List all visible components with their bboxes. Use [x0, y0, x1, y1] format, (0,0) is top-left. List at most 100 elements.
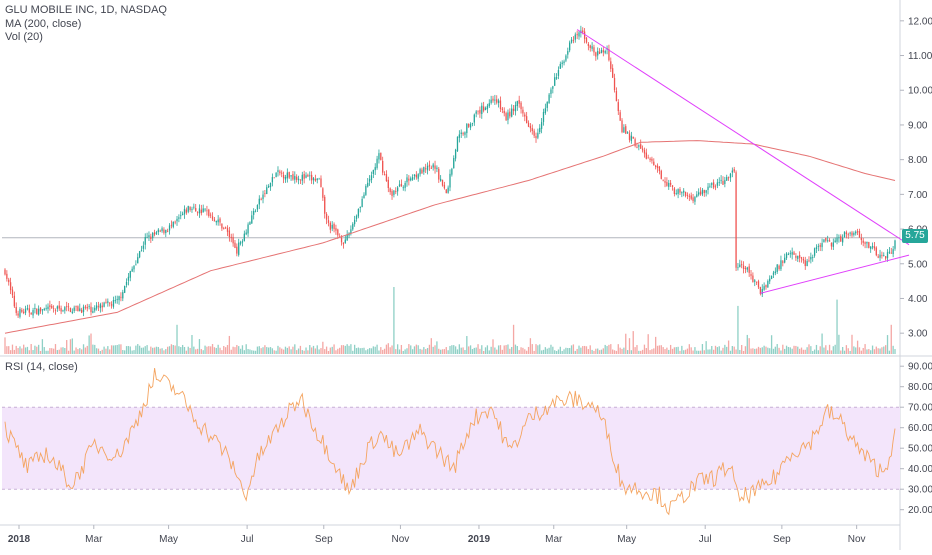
volume-bar [785, 345, 788, 354]
candle-body [67, 306, 70, 308]
volume-bar [253, 350, 255, 354]
candle-layer [4, 25, 896, 319]
volume-bar [711, 346, 713, 354]
volume-bar [840, 350, 842, 354]
candle-body [698, 192, 700, 195]
candle-body [168, 225, 171, 231]
candle-body [234, 242, 236, 248]
volume-bar [372, 346, 374, 354]
candle-body [488, 103, 490, 107]
volume-bar [825, 345, 827, 354]
volume-bar [423, 347, 425, 354]
candle-body [294, 176, 296, 180]
candle-body [692, 197, 694, 202]
volume-bar [583, 345, 586, 354]
candle-body [877, 256, 879, 258]
candle-body [656, 165, 659, 168]
candle-body [152, 232, 154, 239]
candle-body [589, 45, 591, 48]
candle-body [217, 219, 219, 223]
candle-body [333, 223, 335, 230]
candle-body [804, 260, 806, 267]
volume-bar [406, 348, 408, 354]
time-tick-label: 2019 [468, 534, 491, 545]
volume-bar [610, 344, 612, 354]
candle-body [683, 190, 685, 193]
volume-bar [582, 346, 584, 354]
candle-body [496, 99, 498, 103]
candle-body [458, 134, 461, 138]
volume-bar [159, 348, 161, 354]
volume-bar [153, 347, 156, 354]
volume-bar [780, 350, 782, 354]
volume-bar [576, 348, 578, 354]
volume-bar [118, 344, 120, 354]
volume-bar [630, 350, 633, 354]
volume-bar [759, 347, 762, 354]
volume-bar [310, 347, 313, 354]
candle-body [344, 239, 346, 243]
volume-bar [385, 344, 388, 354]
candle-body [404, 183, 406, 188]
candle-body [157, 229, 159, 233]
volume-bar [137, 344, 139, 354]
candle-body [526, 116, 528, 123]
volume-bar [591, 349, 593, 354]
candle-body [449, 173, 451, 188]
candle-body [77, 306, 79, 312]
candle-body [17, 313, 19, 316]
candle-body [43, 308, 45, 310]
candle-body [884, 256, 887, 259]
volume-bar [75, 347, 77, 354]
candle-body [36, 308, 38, 315]
candle-body [419, 169, 421, 175]
volume-bar [544, 347, 547, 354]
candle-body [793, 252, 795, 255]
volume-bar [58, 349, 60, 354]
candle-body [535, 136, 537, 139]
candle-body [219, 218, 221, 223]
candle-body [585, 37, 588, 43]
volume-bar [421, 349, 423, 354]
candle-body [729, 173, 732, 178]
candle-body [24, 308, 27, 313]
candle-body [32, 310, 34, 316]
candle-body [410, 178, 412, 181]
volume-bar [30, 344, 32, 354]
time-tick-label: Nov [848, 534, 866, 545]
candle-body [720, 179, 722, 181]
candle-body [359, 207, 361, 208]
candle-body [655, 165, 657, 167]
candle-body [712, 182, 715, 188]
volume-bar [737, 305, 739, 354]
candle-body [103, 302, 105, 307]
candle-body [559, 63, 561, 69]
candle-body [795, 255, 797, 258]
volume-bar [731, 345, 733, 354]
volume-bar [718, 346, 720, 354]
volume-bar [124, 350, 126, 354]
candle-body [750, 274, 752, 276]
volume-bar [393, 287, 395, 354]
volume-bar [883, 346, 885, 354]
volume-bar [238, 346, 240, 354]
candle-body [425, 168, 427, 170]
candle-body [567, 51, 569, 55]
candle-body [705, 190, 707, 193]
candle-body [755, 281, 758, 283]
volume-bar [262, 347, 264, 354]
candle-body [881, 255, 883, 257]
candle-body [574, 34, 576, 40]
candle-body [434, 165, 436, 169]
candle-body [649, 158, 651, 161]
candle-body [617, 102, 619, 112]
candle-body [892, 249, 894, 255]
volume-layer [4, 287, 896, 354]
candle-body [524, 114, 526, 117]
candle-body [615, 91, 618, 102]
volume-bar [621, 348, 623, 354]
volume-bar [548, 347, 550, 354]
